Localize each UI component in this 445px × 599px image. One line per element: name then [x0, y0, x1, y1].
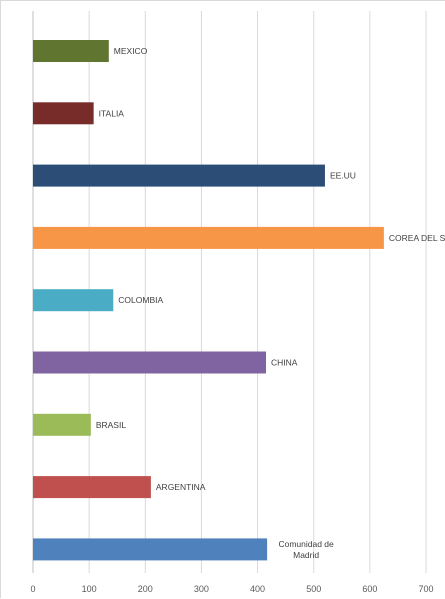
- label-brasil: BRASIL: [96, 420, 127, 430]
- label-argentina: ARGENTINA: [156, 482, 206, 492]
- label-italia: ITALIA: [99, 108, 125, 118]
- x-axis-ticks: 0 100 200 300 400 500 600 700: [30, 584, 433, 594]
- x-tick-0: 0: [30, 584, 35, 594]
- label-colombia: COLOMBIA: [118, 295, 163, 305]
- bar-brasil: [33, 413, 91, 436]
- label-comunidad-de-madrid-line-2: Madrid: [293, 550, 319, 560]
- x-tick-500: 500: [306, 584, 321, 594]
- bar-comunidad-de-madrid: [33, 538, 268, 561]
- label-comunidad-de-madrid-line-1: Comunidad de: [278, 539, 334, 549]
- label-corea-del-sur: COREA DEL SUR: [389, 233, 445, 243]
- category-labels: MEXICO ITALIA EE.UU COREA DEL SUR COLOMBIA CH…: [96, 46, 445, 560]
- bar-corea-del-sur: [33, 226, 384, 249]
- bar-colombia: [33, 289, 114, 312]
- label-china: CHINA: [271, 358, 298, 368]
- x-tick-200: 200: [138, 584, 153, 594]
- bar-china: [33, 351, 266, 374]
- x-tick-700: 700: [418, 584, 433, 594]
- x-tick-300: 300: [194, 584, 209, 594]
- bars: [33, 40, 384, 561]
- x-tick-400: 400: [250, 584, 265, 594]
- label-ee-uu: EE.UU: [330, 171, 356, 181]
- label-mexico: MEXICO: [114, 46, 148, 56]
- bar-argentina: [33, 476, 151, 499]
- bar-italia: [33, 102, 94, 125]
- bar-mexico: [33, 40, 109, 62]
- x-tick-100: 100: [82, 584, 97, 594]
- x-tick-600: 600: [362, 584, 377, 594]
- bar-ee-uu: [33, 164, 325, 187]
